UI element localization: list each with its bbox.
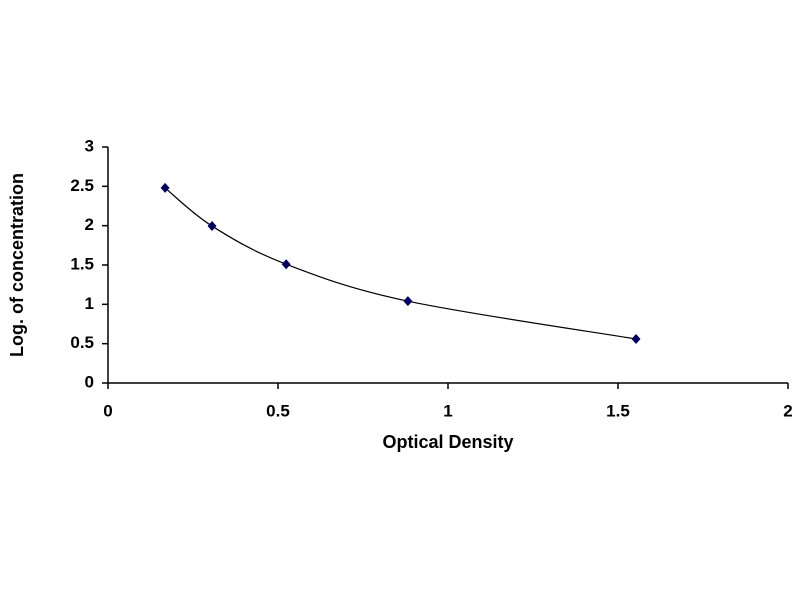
- y-tick-label: 0: [85, 372, 94, 391]
- x-tick-label: 0.5: [266, 401, 290, 420]
- y-tick-label: 2: [85, 215, 94, 234]
- x-tick-label: 0: [103, 401, 112, 420]
- x-tick-label: 1.5: [606, 401, 630, 420]
- data-point: [160, 182, 170, 193]
- y-tick-label: 1: [85, 294, 94, 313]
- y-tick-label: 0.5: [70, 333, 94, 352]
- data-point: [281, 259, 291, 270]
- x-tick-label: 2: [783, 401, 792, 420]
- y-tick-label: 1.5: [70, 254, 94, 273]
- data-point: [207, 221, 217, 232]
- y-tick-label: 2.5: [70, 176, 94, 195]
- x-axis-title: Optical Density: [382, 432, 513, 452]
- x-tick-label: 1: [443, 401, 452, 420]
- data-point: [631, 333, 641, 344]
- y-axis-title: Log. of concentration: [7, 173, 27, 357]
- data-point: [403, 296, 413, 307]
- y-tick-label: 3: [85, 136, 94, 155]
